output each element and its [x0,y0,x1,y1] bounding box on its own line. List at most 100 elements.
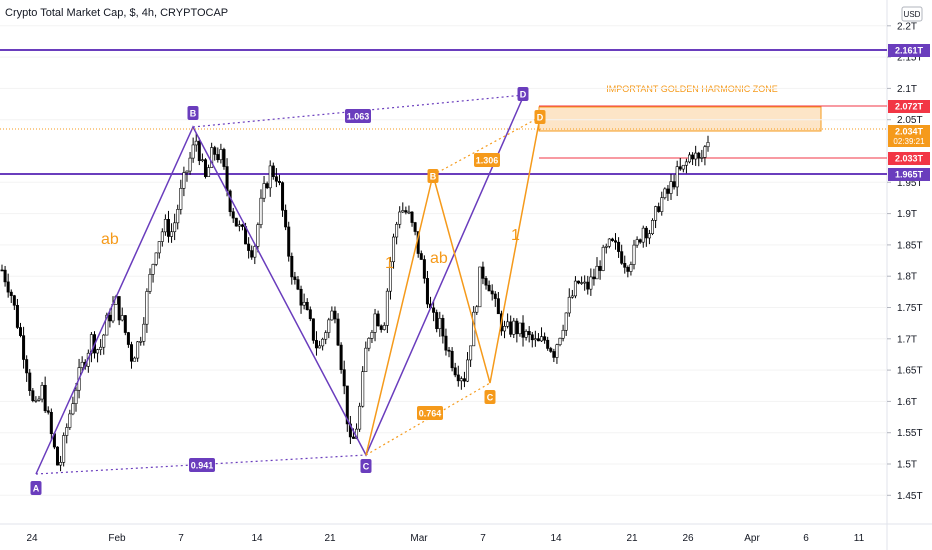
candle-body [635,239,639,246]
candle-body [191,144,195,159]
candle-body [250,250,254,258]
orange-pattern-line [365,116,541,456]
price-tick-label: 1.45T [897,491,923,502]
candle-body [388,261,392,292]
candle-body [22,335,26,360]
price-tick-label: 1.55T [897,428,923,439]
price-tick-label: 1.9T [897,209,917,220]
candle-body [435,312,439,329]
price-tag-bg [888,125,930,147]
candle-body [123,315,127,333]
point-label-orange-bg [484,390,496,404]
candle-body [407,211,411,214]
orange-ratio-line [432,116,541,176]
candle-body [595,265,599,280]
candle-body [194,140,198,146]
candle-body [580,282,584,284]
candle-body [623,262,627,268]
ratio-label-purple: 1.063 [347,112,370,122]
price-tag-bg [888,152,930,165]
candle-body [614,240,618,243]
candle-body [669,181,673,194]
point-label-orange-bg [534,110,546,124]
candle-body [216,154,220,161]
candle-body [207,167,211,177]
candle-body [647,233,651,239]
candle-body [222,149,226,167]
candle-body [12,295,16,306]
candle-body [166,219,170,237]
candle-body [626,267,630,272]
candle-body [570,295,574,298]
candle-body [74,389,78,404]
candle-body [284,209,288,228]
candle-body [126,332,130,345]
candle-body [129,344,133,362]
candle-body [0,269,4,272]
ratio-label-orange: 0.764 [419,409,442,419]
candle-body [99,346,103,350]
candle-body [573,280,577,297]
time-tick-label: 21 [324,533,336,544]
candle-body [629,264,633,272]
ratio-label-purple-bg [345,109,371,123]
candle-body [404,210,408,213]
candle-body [62,435,66,463]
orange-dot-line [538,128,541,131]
currency-button[interactable] [901,6,923,22]
candle-body [691,154,695,160]
ratio-label-orange-bg [474,153,500,167]
label-one: 1 [385,255,394,272]
candle-body [681,164,685,170]
candle-body [441,318,445,337]
time-axis[interactable]: 24 Feb 7 14 21 Mar 7 14 21 26 Apr 6 11 [26,533,864,544]
candle-body [96,349,100,354]
candle-body [339,344,343,370]
candle-body [395,223,399,238]
candle-body [684,161,688,166]
candle-body [133,357,137,362]
candle-body [68,413,72,428]
candle-body [277,180,281,183]
candle-body [604,245,608,248]
candle-body [318,345,322,349]
candle-body [299,288,303,306]
candle-body [28,372,32,391]
candle-body [302,301,306,306]
candle-body [321,338,325,347]
candle-body [274,176,278,182]
candle-body [179,188,183,210]
candle-body [287,226,291,257]
candle-body [496,298,500,315]
candle-body [46,410,50,413]
candle-body [308,309,312,320]
candle-body [493,293,497,299]
candle-body [228,190,232,213]
candle-body [351,436,355,439]
candle-body [237,224,241,227]
candle-body [466,359,470,382]
candle-body [293,276,297,280]
currency-button-label: USD [904,10,921,19]
price-tick-label: 1.6T [897,397,917,408]
candle-body [3,269,7,283]
candle-body [447,349,451,352]
candle-body [259,197,263,225]
price-tag-countdown: 02:39:21 [893,137,925,146]
time-tick-label: 24 [26,533,38,544]
candle-body [552,351,556,358]
price-tick-label: 2.15T [897,53,923,64]
candle-body [345,385,349,425]
price-tick-label: 1.85T [897,240,923,251]
point-label-purple: D [520,90,527,100]
time-tick-label: 26 [682,533,694,544]
candle-body [256,224,260,247]
candle-body [700,157,704,159]
candle-body [333,310,337,320]
price-axis[interactable]: 2.2T 2.15T 2.1T 2.05T 1.95T 1.9T 1.85T 1.8T 1.75… [887,21,923,502]
candle-body [401,210,405,213]
candle-body [327,319,331,333]
candle-body [518,322,522,335]
candle-body [586,281,590,290]
